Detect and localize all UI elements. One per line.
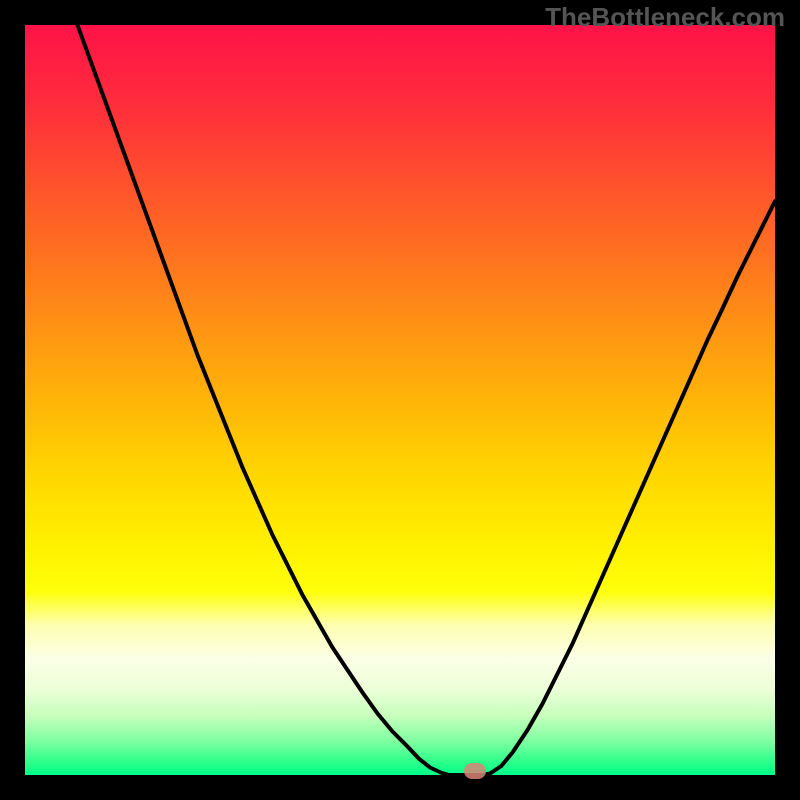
watermark-text: TheBottleneck.com (545, 2, 785, 33)
optimum-marker (464, 763, 486, 779)
bottleneck-curve (25, 25, 775, 775)
chart-canvas: TheBottleneck.com (0, 0, 800, 800)
curve-path (78, 25, 776, 775)
plot-area (25, 25, 775, 775)
